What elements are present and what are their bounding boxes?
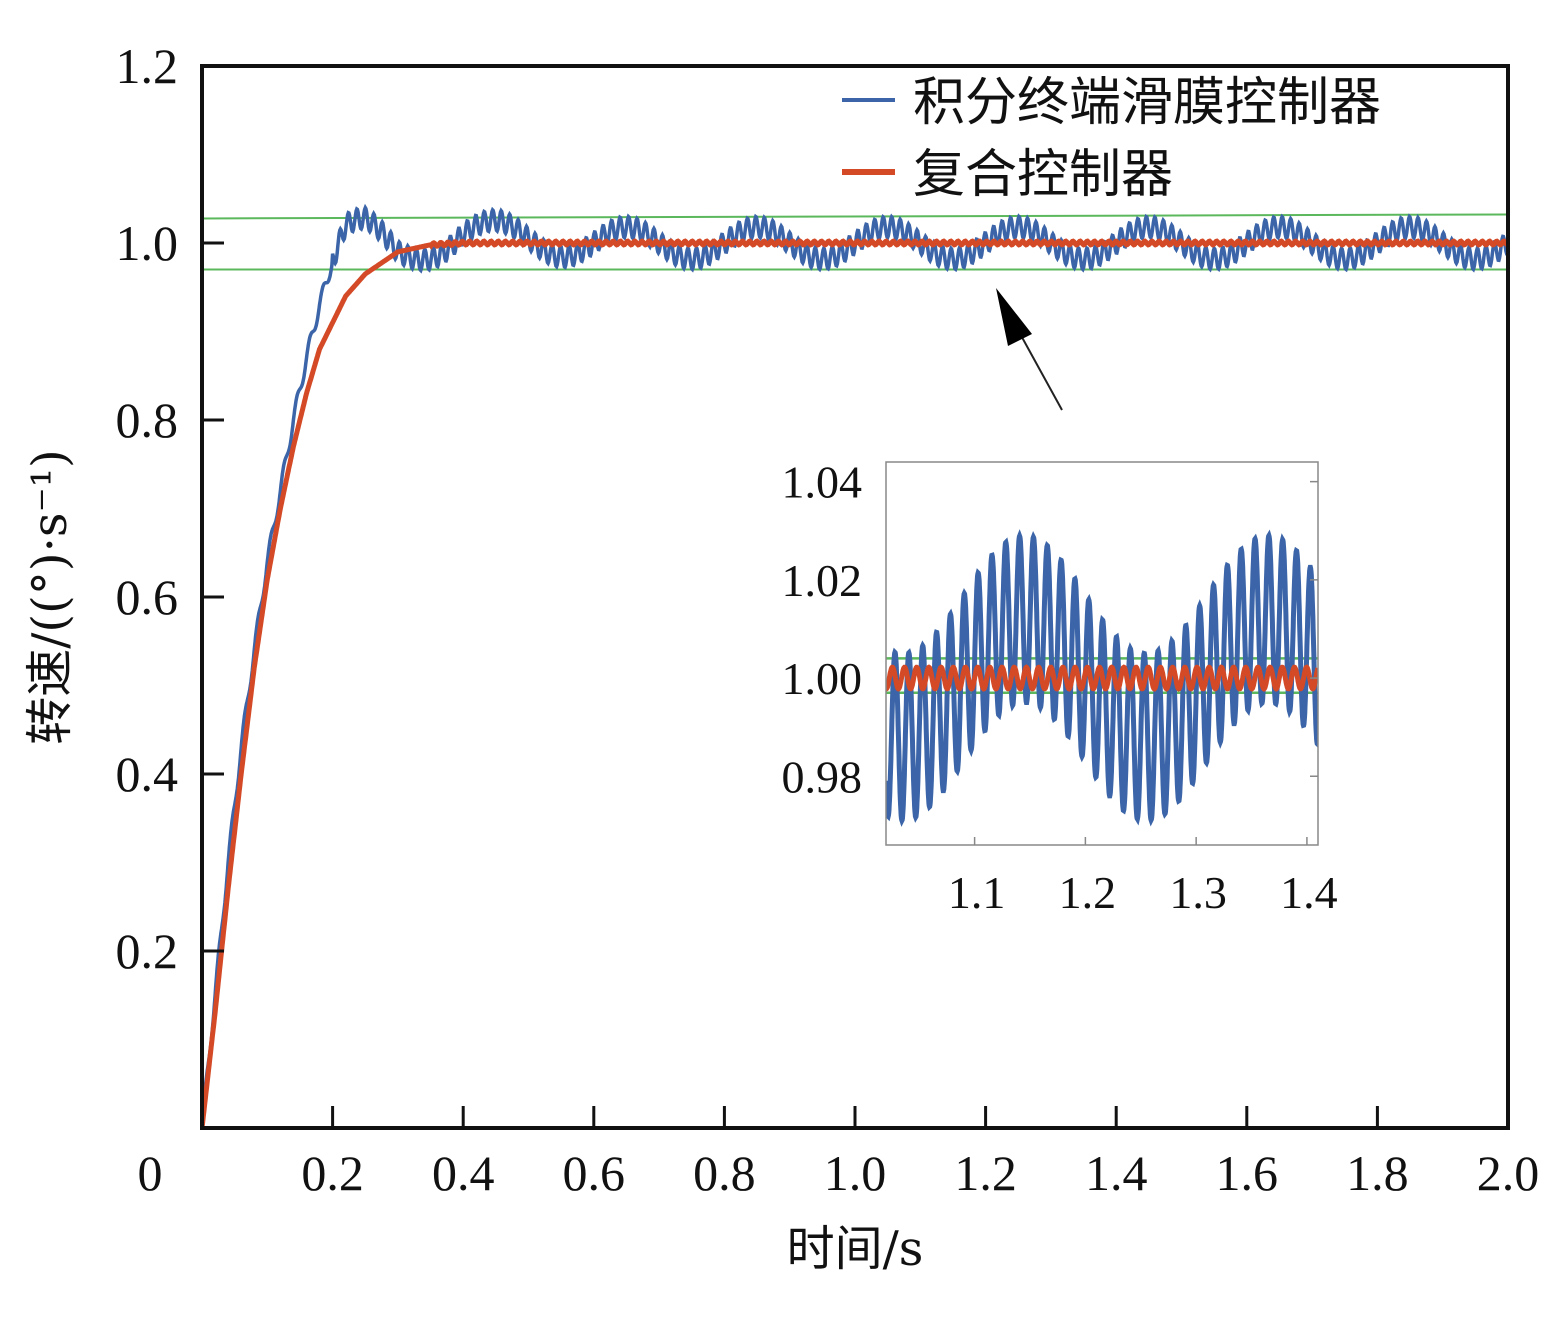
inset-y-tick-label: 1.02	[782, 555, 863, 606]
x-tick-label: 2.0	[1477, 1145, 1540, 1201]
x-tick-label: 0	[138, 1145, 163, 1201]
inset-x-tick-label: 1.4	[1280, 867, 1338, 918]
inset-series-line-composite	[886, 664, 1318, 692]
zoom-arrow	[996, 288, 1063, 411]
x-tick-label: 0.4	[432, 1145, 495, 1201]
x-tick-label: 0.8	[693, 1145, 756, 1201]
inset-y-tick-label: 1.04	[782, 457, 863, 508]
inset-y-tick-label: 1.00	[782, 653, 863, 704]
x-tick-label: 1.8	[1346, 1145, 1409, 1201]
inset-frame	[885, 461, 1319, 846]
x-tick-label: 0.6	[563, 1145, 626, 1201]
x-tick-label: 1.0	[824, 1145, 887, 1201]
legend-label-itsmc: 积分终端滑膜控制器	[913, 73, 1381, 133]
inset-x-tick-label: 1.1	[948, 867, 1006, 918]
band-line	[202, 213, 1508, 220]
inset-x-tick-label: 1.2	[1059, 867, 1117, 918]
y-tick-label: 0.6	[116, 569, 179, 625]
x-tick-label: 1.6	[1216, 1145, 1279, 1201]
y-axis-label: 转速/((°)·s⁻¹)	[22, 449, 78, 745]
legend-label-composite: 复合控制器	[913, 145, 1173, 205]
zoom-arrow-shaft	[1017, 329, 1063, 411]
y-tick-label: 0.2	[116, 923, 179, 979]
y-tick-label: 0.8	[116, 392, 179, 448]
y-tick-label: 1.2	[116, 38, 179, 94]
inset-y-tick-label: 0.98	[782, 751, 863, 802]
inset-x-tick-label: 1.3	[1169, 867, 1227, 918]
x-tick-label: 1.4	[1085, 1145, 1148, 1201]
x-tick-label: 1.2	[954, 1145, 1017, 1201]
legend: 积分终端滑膜控制器 复合控制器	[842, 73, 1381, 205]
zoom-arrow-head	[996, 288, 1032, 346]
x-tick-label: 0.2	[301, 1145, 364, 1201]
inset-series-line-itsmc	[886, 529, 1318, 827]
y-tick-label: 1.0	[116, 215, 179, 271]
series-line-composite	[202, 238, 1508, 1128]
x-axis-label: 时间/s	[787, 1221, 924, 1277]
y-tick-label: 0.4	[116, 746, 179, 802]
series-line-itsmc	[202, 203, 1508, 1128]
